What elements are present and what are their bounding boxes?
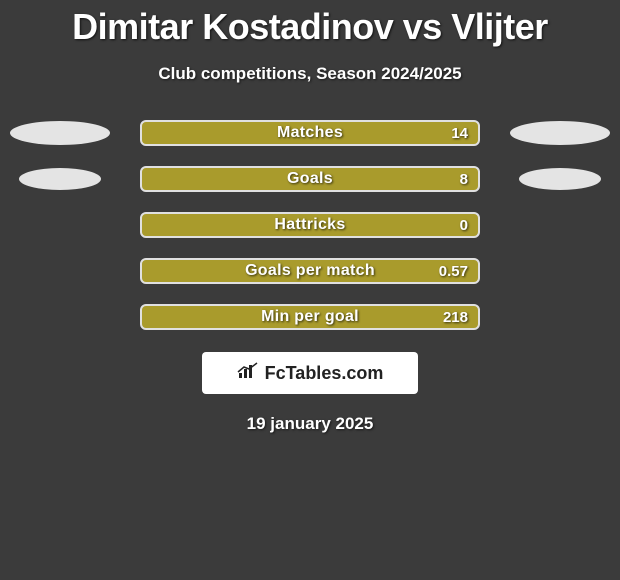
comparison-chart: Matches14 Goals8 Hattricks0 Goals per match…	[0, 120, 620, 340]
stat-value: 8	[460, 168, 468, 190]
left-player-marker	[10, 121, 110, 145]
stat-value: 0.57	[439, 260, 468, 282]
stat-bar: Goals per match0.57	[140, 258, 480, 284]
comparison-title: Dimitar Kostadinov vs Vlijter	[0, 0, 620, 48]
site-logo: FcTables.com	[202, 352, 418, 394]
stat-row: Goals per match0.57	[0, 258, 620, 284]
stat-bar: Goals8	[140, 166, 480, 192]
snapshot-date: 19 january 2025	[0, 414, 620, 434]
stat-value: 218	[443, 306, 468, 328]
stat-bar: Matches14	[140, 120, 480, 146]
stat-value: 0	[460, 214, 468, 236]
stat-row: Hattricks0	[0, 212, 620, 238]
stat-label: Goals per match	[142, 260, 478, 282]
right-player-marker	[519, 168, 601, 190]
stat-row: Goals8	[0, 166, 620, 192]
stat-row: Min per goal218	[0, 304, 620, 330]
stat-value: 14	[451, 122, 468, 144]
stat-row: Matches14	[0, 120, 620, 146]
stat-label: Hattricks	[142, 214, 478, 236]
right-player-marker	[510, 121, 610, 145]
stat-label: Matches	[142, 122, 478, 144]
stat-bar: Hattricks0	[140, 212, 480, 238]
comparison-subtitle: Club competitions, Season 2024/2025	[0, 64, 620, 84]
left-player-marker	[19, 168, 101, 190]
chart-icon	[237, 362, 259, 385]
stat-label: Min per goal	[142, 306, 478, 328]
stat-bar: Min per goal218	[140, 304, 480, 330]
logo-text: FcTables.com	[265, 363, 384, 384]
stat-label: Goals	[142, 168, 478, 190]
